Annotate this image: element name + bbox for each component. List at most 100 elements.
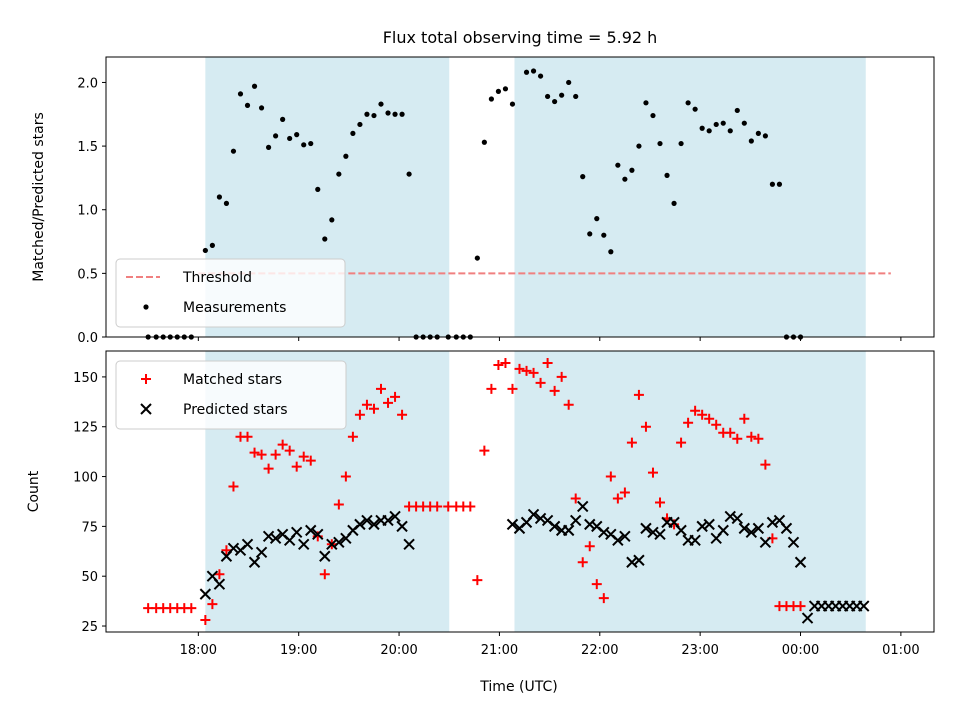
data-point — [734, 107, 740, 114]
data-point — [622, 176, 628, 182]
data-point — [545, 93, 551, 100]
data-point — [265, 144, 272, 150]
data-point — [290, 526, 303, 539]
data-point — [552, 98, 558, 105]
data-point — [390, 391, 401, 402]
y-tick-label: 1.0 — [77, 204, 98, 219]
data-point — [577, 557, 588, 568]
y-tick-label: 1.5 — [77, 140, 98, 155]
data-point — [549, 385, 560, 396]
data-point — [371, 112, 377, 119]
data-point — [654, 528, 666, 541]
data-point — [801, 612, 814, 624]
data-point — [704, 413, 715, 424]
data-point — [500, 357, 511, 368]
data-point — [354, 518, 366, 531]
data-point — [676, 437, 687, 448]
legend-label: Measurements — [183, 300, 286, 316]
data-point — [612, 493, 623, 504]
data-point — [506, 518, 519, 531]
data-point — [527, 508, 540, 521]
data-point — [474, 255, 480, 261]
data-point — [753, 433, 764, 444]
y-tick-label: 100 — [73, 471, 98, 486]
data-point — [563, 399, 574, 410]
data-point — [746, 431, 757, 442]
data-point — [213, 578, 226, 590]
data-point — [780, 522, 793, 535]
data-point — [580, 174, 586, 180]
data-point — [690, 405, 701, 416]
legend: Threshold Measurements — [115, 258, 346, 328]
data-point — [221, 545, 232, 556]
data-point — [633, 389, 644, 400]
data-point — [640, 421, 651, 432]
data-point — [354, 409, 365, 420]
data-point — [647, 467, 658, 478]
data-point — [322, 236, 328, 242]
data-point — [655, 497, 666, 508]
data-point — [732, 433, 743, 444]
data-point — [230, 148, 237, 154]
data-point — [308, 140, 314, 147]
data-point — [643, 100, 649, 106]
data-point — [720, 120, 726, 126]
legend-swatch-x — [140, 403, 152, 415]
data-point — [650, 112, 656, 119]
data-point — [787, 536, 800, 549]
data-point — [626, 437, 637, 448]
data-point — [280, 116, 286, 122]
data-point — [209, 242, 215, 248]
data-point — [465, 501, 476, 512]
x-tick-label: 18:00 — [180, 643, 217, 658]
data-point — [298, 538, 310, 551]
data-point — [242, 431, 253, 442]
ratio-panel: 0.0 0.5 1.0 1.5 2.0 Matched/Predicted stars Th… — [31, 56, 935, 346]
data-point — [629, 167, 635, 173]
data-point — [762, 133, 768, 139]
y-axis-label: Count — [26, 470, 42, 512]
data-point — [675, 524, 687, 537]
data-point — [486, 383, 497, 394]
data-point — [305, 455, 316, 466]
data-point — [530, 68, 537, 74]
x-tick-label: 23:00 — [681, 643, 718, 658]
y-tick-label: 0.0 — [77, 331, 98, 346]
data-point — [301, 142, 307, 148]
data-point — [488, 96, 494, 102]
data-point — [273, 133, 279, 139]
data-point — [795, 601, 806, 612]
data-point — [403, 538, 415, 551]
data-point — [724, 510, 736, 523]
data-point — [223, 200, 230, 206]
data-point — [493, 359, 504, 370]
data-point — [389, 510, 401, 523]
shaded-interval-1 — [514, 57, 866, 337]
data-point — [294, 132, 300, 138]
chart-title: Flux total observing time = 5.92 h — [383, 28, 658, 47]
data-point — [537, 73, 544, 79]
x-tick-label: 21:00 — [481, 643, 518, 658]
data-point — [357, 121, 363, 128]
data-point — [319, 550, 331, 562]
legend-label: Predicted stars — [183, 402, 288, 418]
x-tick-label: 22:00 — [581, 643, 618, 658]
data-point — [745, 526, 758, 539]
data-point — [766, 516, 779, 529]
y-tick-label: 2.0 — [77, 76, 98, 91]
data-point — [375, 383, 386, 394]
data-point — [262, 530, 275, 543]
data-point — [382, 514, 394, 527]
data-point — [361, 514, 373, 527]
data-point — [495, 88, 502, 94]
data-point — [570, 493, 581, 504]
data-point — [584, 541, 595, 552]
data-point — [200, 615, 211, 626]
data-point — [383, 397, 394, 408]
y-tick-label: 75 — [81, 520, 98, 535]
data-point — [186, 603, 197, 614]
data-point — [385, 110, 391, 116]
data-point — [364, 111, 370, 117]
data-point — [472, 575, 483, 586]
data-point — [368, 403, 379, 414]
